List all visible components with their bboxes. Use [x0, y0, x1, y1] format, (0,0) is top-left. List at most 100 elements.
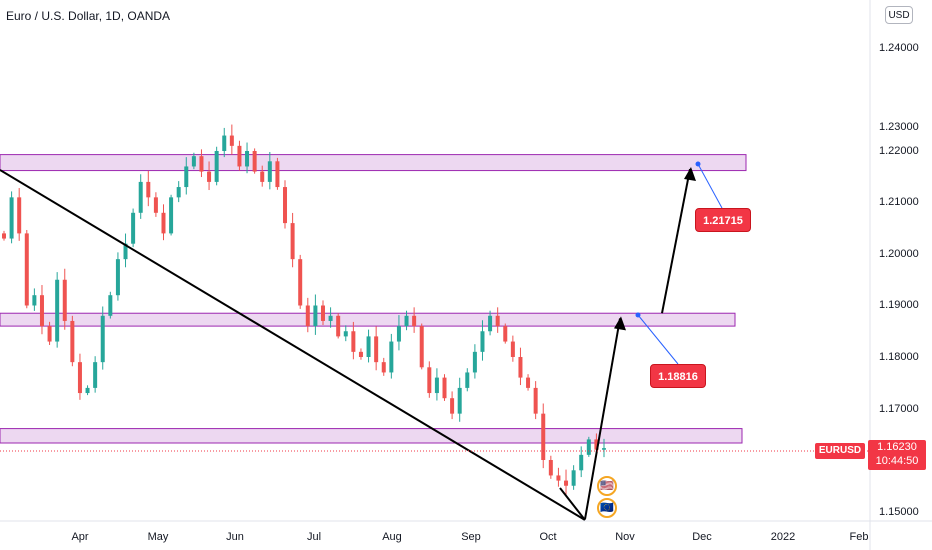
arrow-head: [684, 167, 696, 182]
candle-body: [100, 315, 105, 363]
projection-arrow-target: [661, 168, 691, 314]
last-price-value: 1.16230: [877, 441, 917, 453]
candle-body: [93, 362, 98, 388]
candle-body: [518, 357, 523, 378]
candle-body: [328, 315, 333, 321]
candle-body: [457, 387, 462, 414]
projection-arrow-down: [559, 487, 586, 521]
candle-body: [123, 243, 128, 260]
callout-anchor: [635, 312, 641, 318]
candle-body: [115, 259, 120, 296]
time-tick: Feb: [849, 531, 869, 543]
candle-body: [602, 448, 606, 450]
last-price-tag: 1.16230 10:44:50: [868, 440, 926, 470]
candle-body: [17, 197, 22, 234]
arrow-head: [614, 316, 626, 331]
candle-body: [427, 367, 432, 394]
candle-body: [320, 305, 325, 321]
us-flag-icon[interactable]: 🇺🇸: [597, 476, 617, 496]
trend-line: [0, 169, 586, 521]
candle-body: [434, 377, 439, 394]
candle-body: [47, 326, 52, 342]
target-callout-lower[interactable]: 1.18816: [650, 364, 706, 388]
candle-body: [510, 341, 515, 357]
candle-body: [131, 212, 136, 244]
candle-body: [305, 305, 310, 327]
candle-body: [450, 398, 455, 414]
candle-body: [267, 161, 272, 182]
candle-body: [77, 362, 82, 394]
candle-body: [358, 351, 363, 357]
candle-body: [488, 315, 493, 332]
candle-body: [579, 454, 584, 471]
time-tick: Sep: [461, 531, 481, 543]
candle-body: [404, 315, 409, 327]
candle-body: [594, 439, 599, 450]
candle-body: [176, 187, 181, 198]
projection-arrow-up: [584, 318, 621, 520]
candle-body: [275, 161, 280, 188]
price-tick: 1.19000: [879, 299, 919, 311]
candle-body: [541, 413, 546, 460]
candle-body: [146, 181, 151, 198]
candle-body: [55, 279, 60, 342]
candle-body: [571, 470, 576, 486]
symbol-tag: EURUSD: [815, 443, 865, 459]
candle-body: [533, 387, 538, 414]
target-callout-upper[interactable]: 1.21715: [695, 208, 751, 232]
bar-countdown: 10:44:50: [875, 455, 919, 467]
candle-body: [199, 156, 204, 172]
callout-pointer: [697, 163, 723, 209]
candle-body: [153, 197, 158, 213]
candle-body: [503, 326, 508, 342]
time-tick: Aug: [382, 531, 402, 543]
candle-body: [70, 320, 75, 363]
candle-body: [548, 460, 553, 476]
time-tick: Oct: [539, 531, 557, 543]
candle-body: [564, 480, 569, 486]
candle-body: [396, 326, 401, 342]
candle-body: [313, 305, 318, 327]
candle-body: [556, 475, 561, 481]
candle-body: [85, 387, 90, 394]
candle-body: [9, 197, 14, 239]
candle-body: [419, 326, 424, 368]
candle-body: [465, 372, 470, 388]
candle-body: [412, 315, 417, 327]
candle-body: [62, 279, 67, 321]
candle-body: [222, 135, 227, 151]
candle-body: [495, 315, 500, 327]
time-tick: Apr: [71, 531, 89, 543]
candle-body: [207, 171, 212, 182]
candle-body: [108, 295, 113, 316]
price-tick: 1.17000: [879, 403, 919, 415]
price-tick: 1.23000: [879, 121, 919, 133]
price-zone: [0, 154, 747, 172]
candle-body: [442, 377, 447, 399]
price-zone: [0, 312, 736, 327]
candle-body: [526, 377, 531, 388]
eu-flag-icon[interactable]: 🇪🇺: [597, 498, 617, 518]
candle-body: [229, 135, 234, 146]
candle-body: [237, 145, 242, 167]
candle-body: [343, 331, 348, 337]
price-tick: 1.15000: [879, 506, 919, 518]
callout-pointer: [637, 314, 679, 365]
candle-body: [252, 151, 257, 172]
candle-body: [336, 315, 341, 337]
candle-body: [138, 181, 143, 213]
candle-body: [366, 336, 371, 357]
candle-body: [2, 233, 6, 239]
price-tick: 1.22000: [879, 145, 919, 157]
chart-title: Euro / U.S. Dollar, 1D, OANDA: [6, 9, 171, 23]
candle-body: [374, 336, 379, 363]
currency-button[interactable]: USD: [885, 6, 913, 24]
candle-body: [214, 151, 219, 182]
candle-body: [381, 362, 386, 373]
callout-anchor: [695, 161, 701, 167]
candle-body: [586, 439, 591, 455]
time-tick: May: [147, 531, 169, 543]
candle-body: [290, 223, 295, 260]
candle-body: [191, 156, 196, 167]
